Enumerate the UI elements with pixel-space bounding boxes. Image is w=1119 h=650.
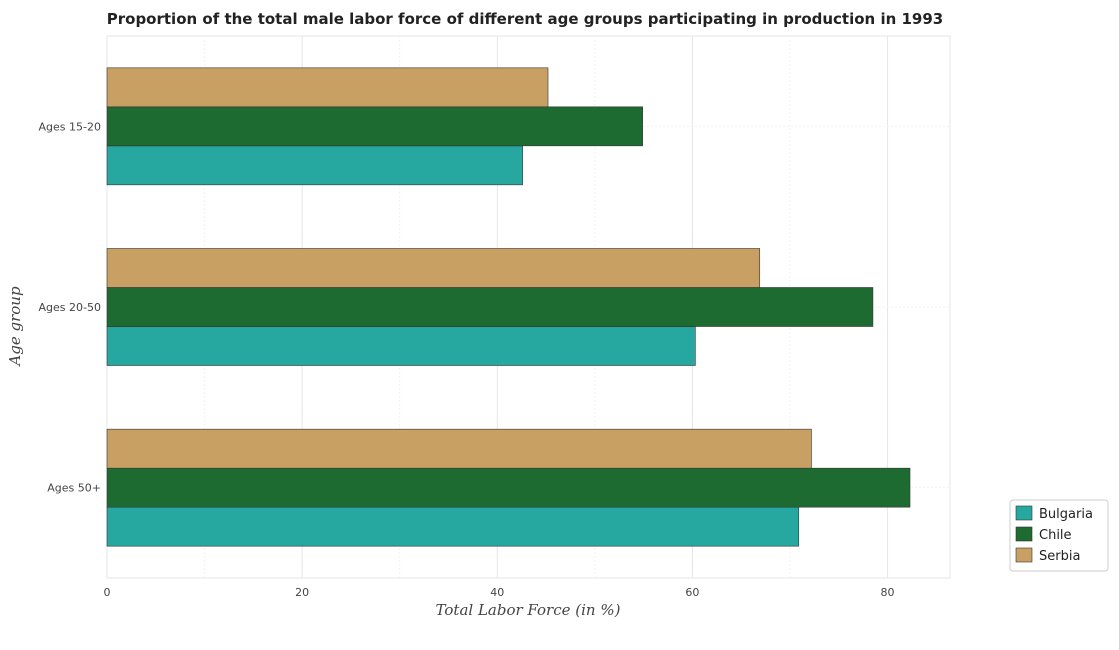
x-tick-label: 20: [295, 586, 309, 599]
legend-swatch-bulgaria: [1015, 505, 1033, 521]
x-tick-label: 60: [685, 586, 699, 599]
y-tick-label: Ages 20-50: [39, 301, 101, 314]
legend-label-bulgaria: Bulgaria: [1039, 507, 1093, 522]
x-tick-label: 0: [104, 586, 111, 599]
legend-label-serbia: Serbia: [1039, 549, 1080, 564]
chart-title: Proportion of the total male labor force…: [107, 10, 943, 28]
bar-serbia-3: [106, 428, 812, 469]
x-axis-title: Total Labor Force (in %): [436, 601, 621, 619]
x-tick-labels: 0 20 40 60 80: [104, 586, 895, 599]
legend-swatch-chile: [1015, 526, 1033, 542]
bar-serbia-1: [106, 67, 549, 108]
x-tick-label: 40: [490, 586, 504, 599]
x-tick-label: 80: [881, 586, 895, 599]
bar-bulgaria-1: [106, 145, 523, 186]
bar-chile-1: [106, 106, 643, 147]
y-tick-labels: Ages 15-20 Ages 20-50 Ages 50+: [39, 120, 101, 494]
bar-bulgaria-2: [106, 326, 696, 366]
legend-box: [1009, 499, 1109, 572]
bar-chile-2: [106, 287, 874, 327]
bar-bulgaria-3: [106, 506, 800, 547]
y-axis-title: Age group: [6, 286, 24, 368]
bar-chile-3: [106, 467, 911, 508]
y-tick-label: Ages 15-20: [39, 120, 101, 133]
legend: Bulgaria Chile Serbia: [1009, 499, 1109, 572]
bar-serbia-2: [106, 248, 761, 288]
y-tick-label: Ages 50+: [47, 482, 101, 495]
legend-label-chile: Chile: [1039, 528, 1072, 543]
bars: [106, 67, 911, 547]
legend-swatch-serbia: [1015, 547, 1033, 563]
